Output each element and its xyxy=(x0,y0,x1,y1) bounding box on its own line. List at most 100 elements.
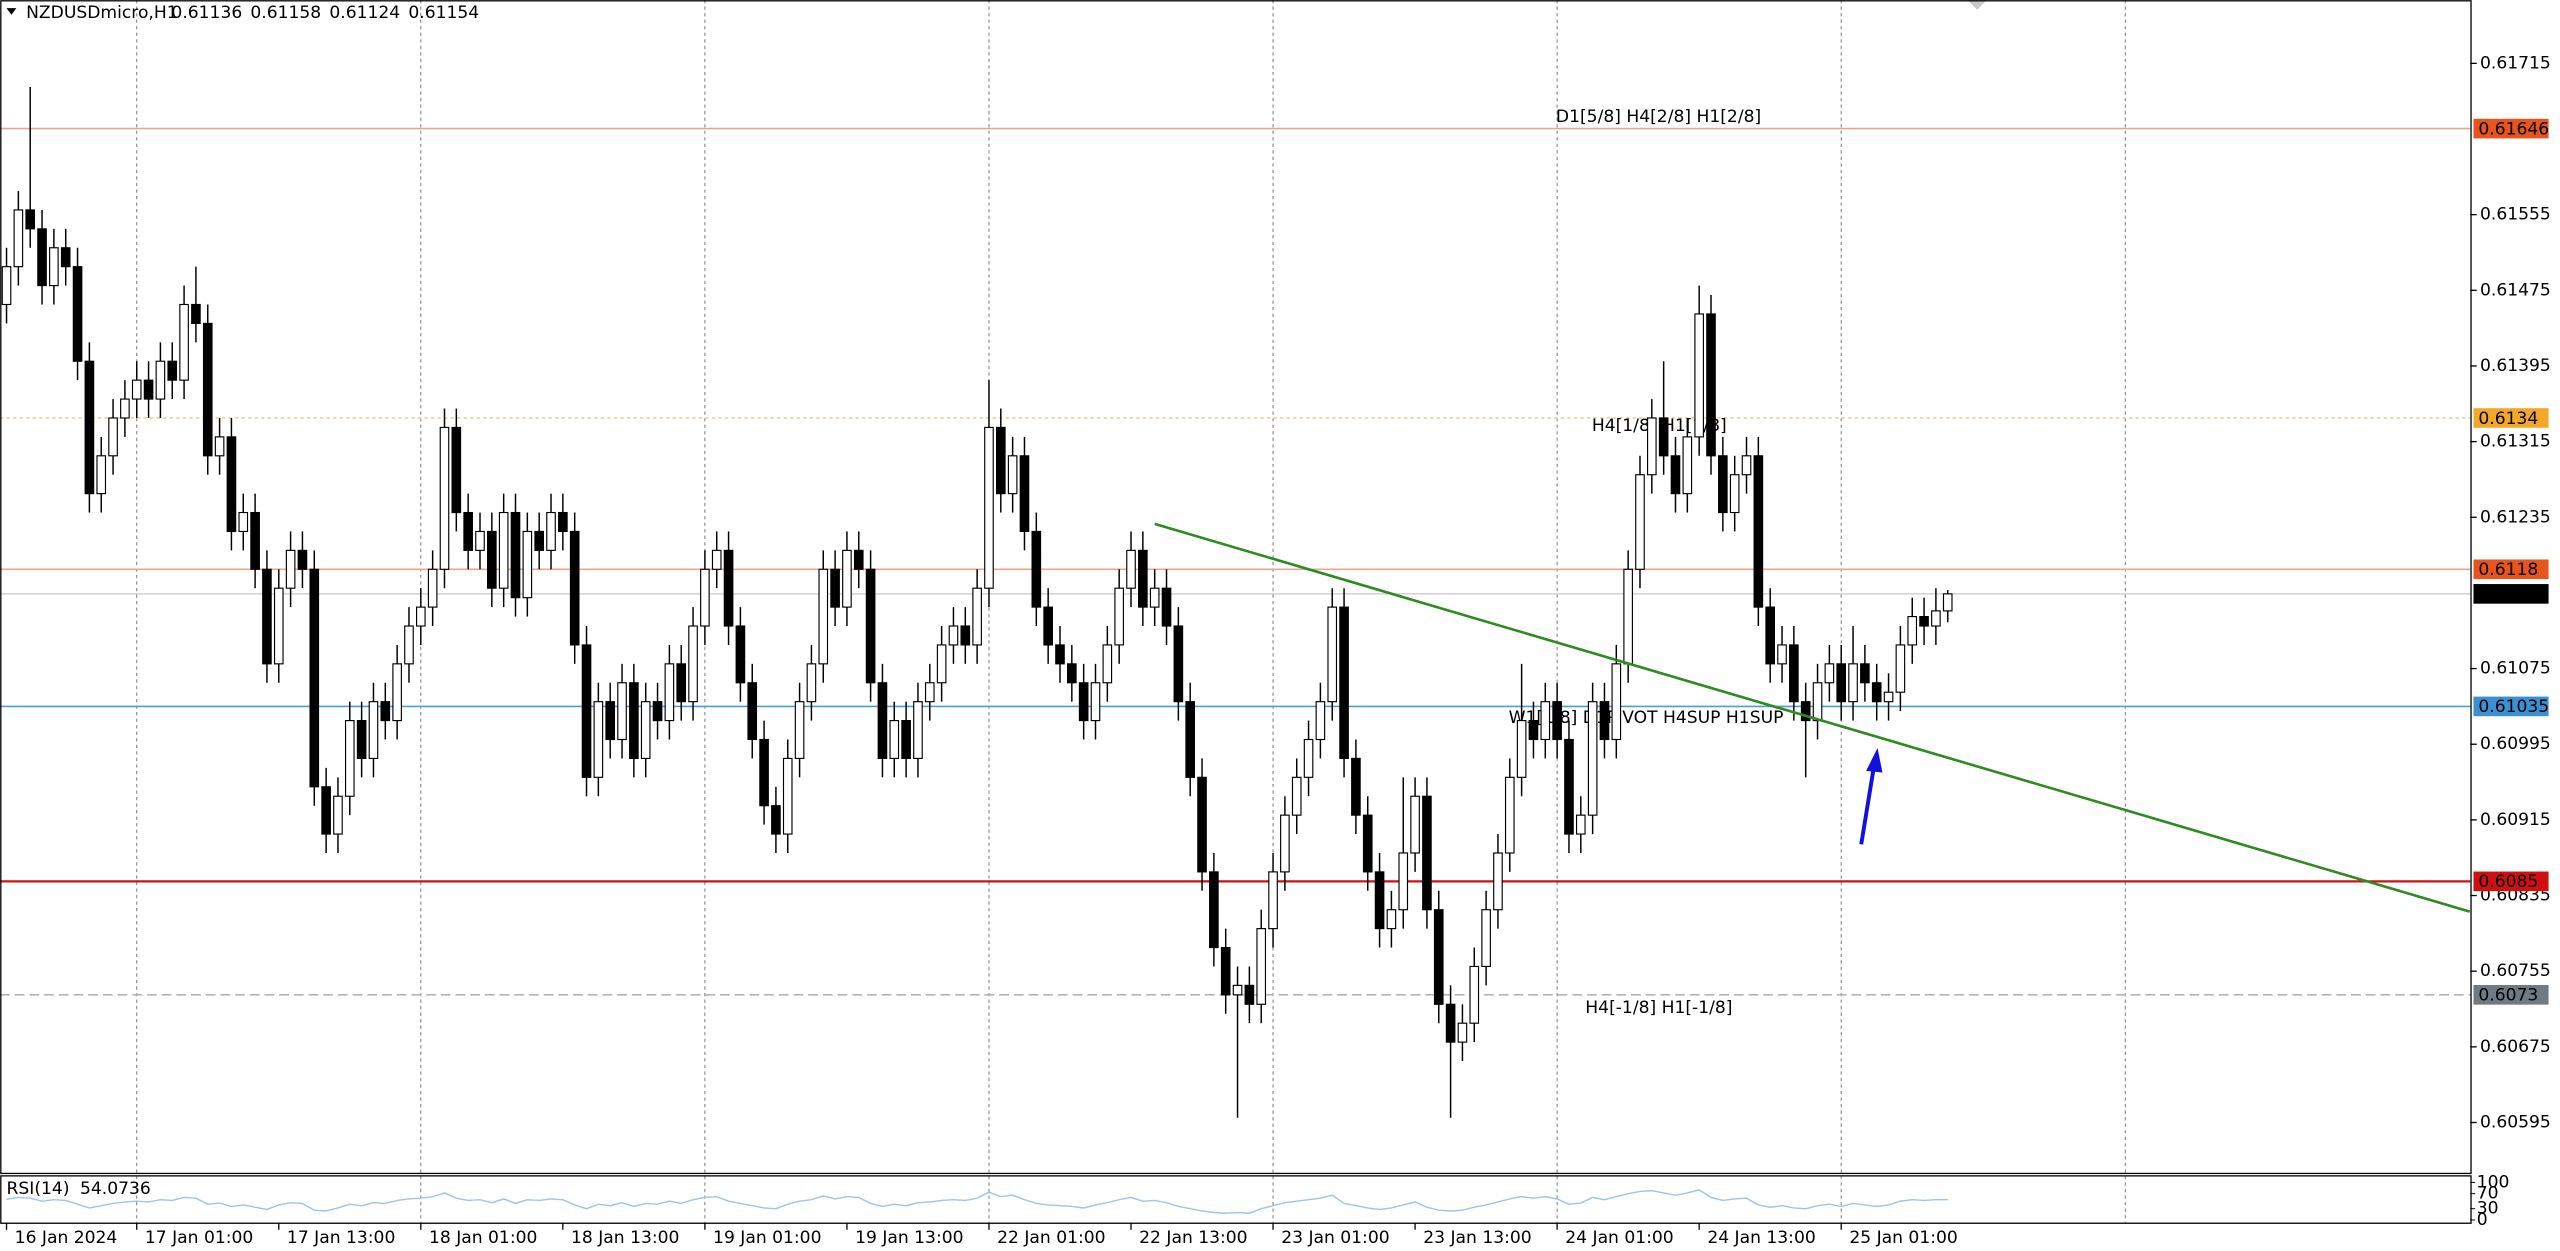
bear-body xyxy=(1019,455,1030,533)
scroll-marker xyxy=(1967,0,1987,10)
bear-body xyxy=(321,786,331,835)
level-label-bg xyxy=(2473,408,2549,428)
bull-body xyxy=(1883,691,1894,703)
bull-body xyxy=(1623,568,1633,665)
x-tick-label: 19 Jan 01:00 xyxy=(713,1228,821,1248)
bull-body xyxy=(404,625,414,665)
bear-body xyxy=(1670,455,1681,495)
ohlc-readout: 0.61136 0.61158 0.61124 0.61154 xyxy=(171,3,479,23)
bull-body xyxy=(1611,663,1622,741)
bear-body xyxy=(309,568,320,788)
bull-body xyxy=(1635,474,1645,570)
bull-body xyxy=(1493,852,1503,911)
bull-body xyxy=(1126,549,1136,589)
bear-body xyxy=(1078,682,1089,722)
level-label: 0.6073 xyxy=(2478,986,2538,1006)
bull-body xyxy=(1007,455,1018,495)
bull-body xyxy=(344,720,355,797)
level-label-bg xyxy=(2473,871,2549,892)
bear-body xyxy=(84,360,95,495)
x-tick-label: 24 Jan 13:00 xyxy=(1707,1228,1815,1248)
bull-body xyxy=(711,549,722,570)
bull-body xyxy=(1256,928,1267,1005)
bear-body xyxy=(1433,909,1444,1005)
bull-body xyxy=(1647,417,1657,476)
bear-body xyxy=(356,720,367,759)
bull-body xyxy=(498,511,509,589)
bull-body xyxy=(108,417,118,457)
y-tick-label: 0.61395 xyxy=(2480,356,2551,376)
bear-body xyxy=(1552,701,1562,741)
y-tick-label: 0.60755 xyxy=(2480,961,2551,981)
y-tick-label: 0.61235 xyxy=(2480,507,2551,527)
bear-body xyxy=(1031,530,1042,608)
bear-body xyxy=(1528,720,1539,741)
bear-body xyxy=(167,360,178,381)
bull-body xyxy=(1291,776,1302,816)
bull-body xyxy=(1812,682,1823,722)
bull-body xyxy=(1824,663,1835,684)
rsi-line xyxy=(6,1189,1948,1214)
y-tick-label: 0.60915 xyxy=(2480,810,2551,830)
level-annotation: D1[5/8] H4[2/8] H1[2/8] xyxy=(1556,107,1761,127)
bear-body xyxy=(558,511,568,533)
bear-body xyxy=(629,682,639,759)
bear-body xyxy=(1860,663,1870,684)
rsi-value: 54.0736 xyxy=(80,1179,151,1199)
bull-body xyxy=(13,209,24,268)
plot-frame xyxy=(0,0,2472,1175)
x-tick-label: 19 Jan 13:00 xyxy=(855,1228,963,1248)
bull-body xyxy=(1575,814,1586,835)
bear-body xyxy=(853,549,864,570)
bull-body xyxy=(1,266,12,306)
bull-body xyxy=(415,606,426,627)
bear-body xyxy=(1871,682,1882,703)
x-tick-label: 18 Jan 01:00 xyxy=(429,1228,537,1248)
bear-body xyxy=(143,379,154,400)
bear-body xyxy=(569,530,580,646)
bull-body xyxy=(273,587,284,665)
y-tick-label: 0.60595 xyxy=(2480,1112,2551,1132)
x-tick-label: 16 Jan 2024 xyxy=(15,1228,118,1248)
bull-body xyxy=(1303,738,1314,778)
bear-body xyxy=(202,322,213,457)
bull-body xyxy=(1386,909,1397,930)
levels: D1[5/8] H4[2/8] H1[2/8]H4[1/8] H1[1/8]W1… xyxy=(0,107,2471,1018)
bear-body xyxy=(877,682,888,759)
bull-body xyxy=(392,663,402,722)
bull-body xyxy=(1327,606,1338,703)
bear-body xyxy=(37,228,47,287)
bull-body xyxy=(913,701,923,759)
arrow-shaft xyxy=(1859,764,1877,845)
bull-body xyxy=(1516,720,1527,778)
y-tick-label: 0.60675 xyxy=(2480,1037,2551,1057)
bear-body xyxy=(1185,701,1196,778)
rsi-tick-label: 100 xyxy=(2477,1172,2510,1192)
level-label: 0.6118 xyxy=(2478,560,2538,580)
bear-body xyxy=(723,549,734,627)
bull-body xyxy=(179,303,189,381)
rsi-frame xyxy=(0,1175,2472,1224)
bull-body xyxy=(368,701,379,759)
bear-body xyxy=(1706,313,1716,457)
bear-body xyxy=(960,625,971,646)
bear-body xyxy=(581,644,592,778)
bear-body xyxy=(1351,757,1361,816)
bull-body xyxy=(688,625,698,703)
ohlc-low: 0.61124 xyxy=(329,3,400,23)
bear-body xyxy=(1800,701,1811,722)
bull-body xyxy=(972,587,982,646)
bull-body xyxy=(1410,795,1420,854)
bear-body xyxy=(1220,946,1231,996)
bull-body xyxy=(936,644,947,684)
bull-body xyxy=(1942,593,1953,612)
bull-body xyxy=(889,720,900,759)
bear-body xyxy=(1173,625,1184,703)
y-tick-label: 0.61315 xyxy=(2480,432,2551,452)
bear-body xyxy=(487,530,497,589)
bear-body xyxy=(1765,606,1776,665)
level-annotation: H4[-1/8] H1[-1/8] xyxy=(1585,998,1732,1018)
bear-body xyxy=(1658,417,1669,457)
